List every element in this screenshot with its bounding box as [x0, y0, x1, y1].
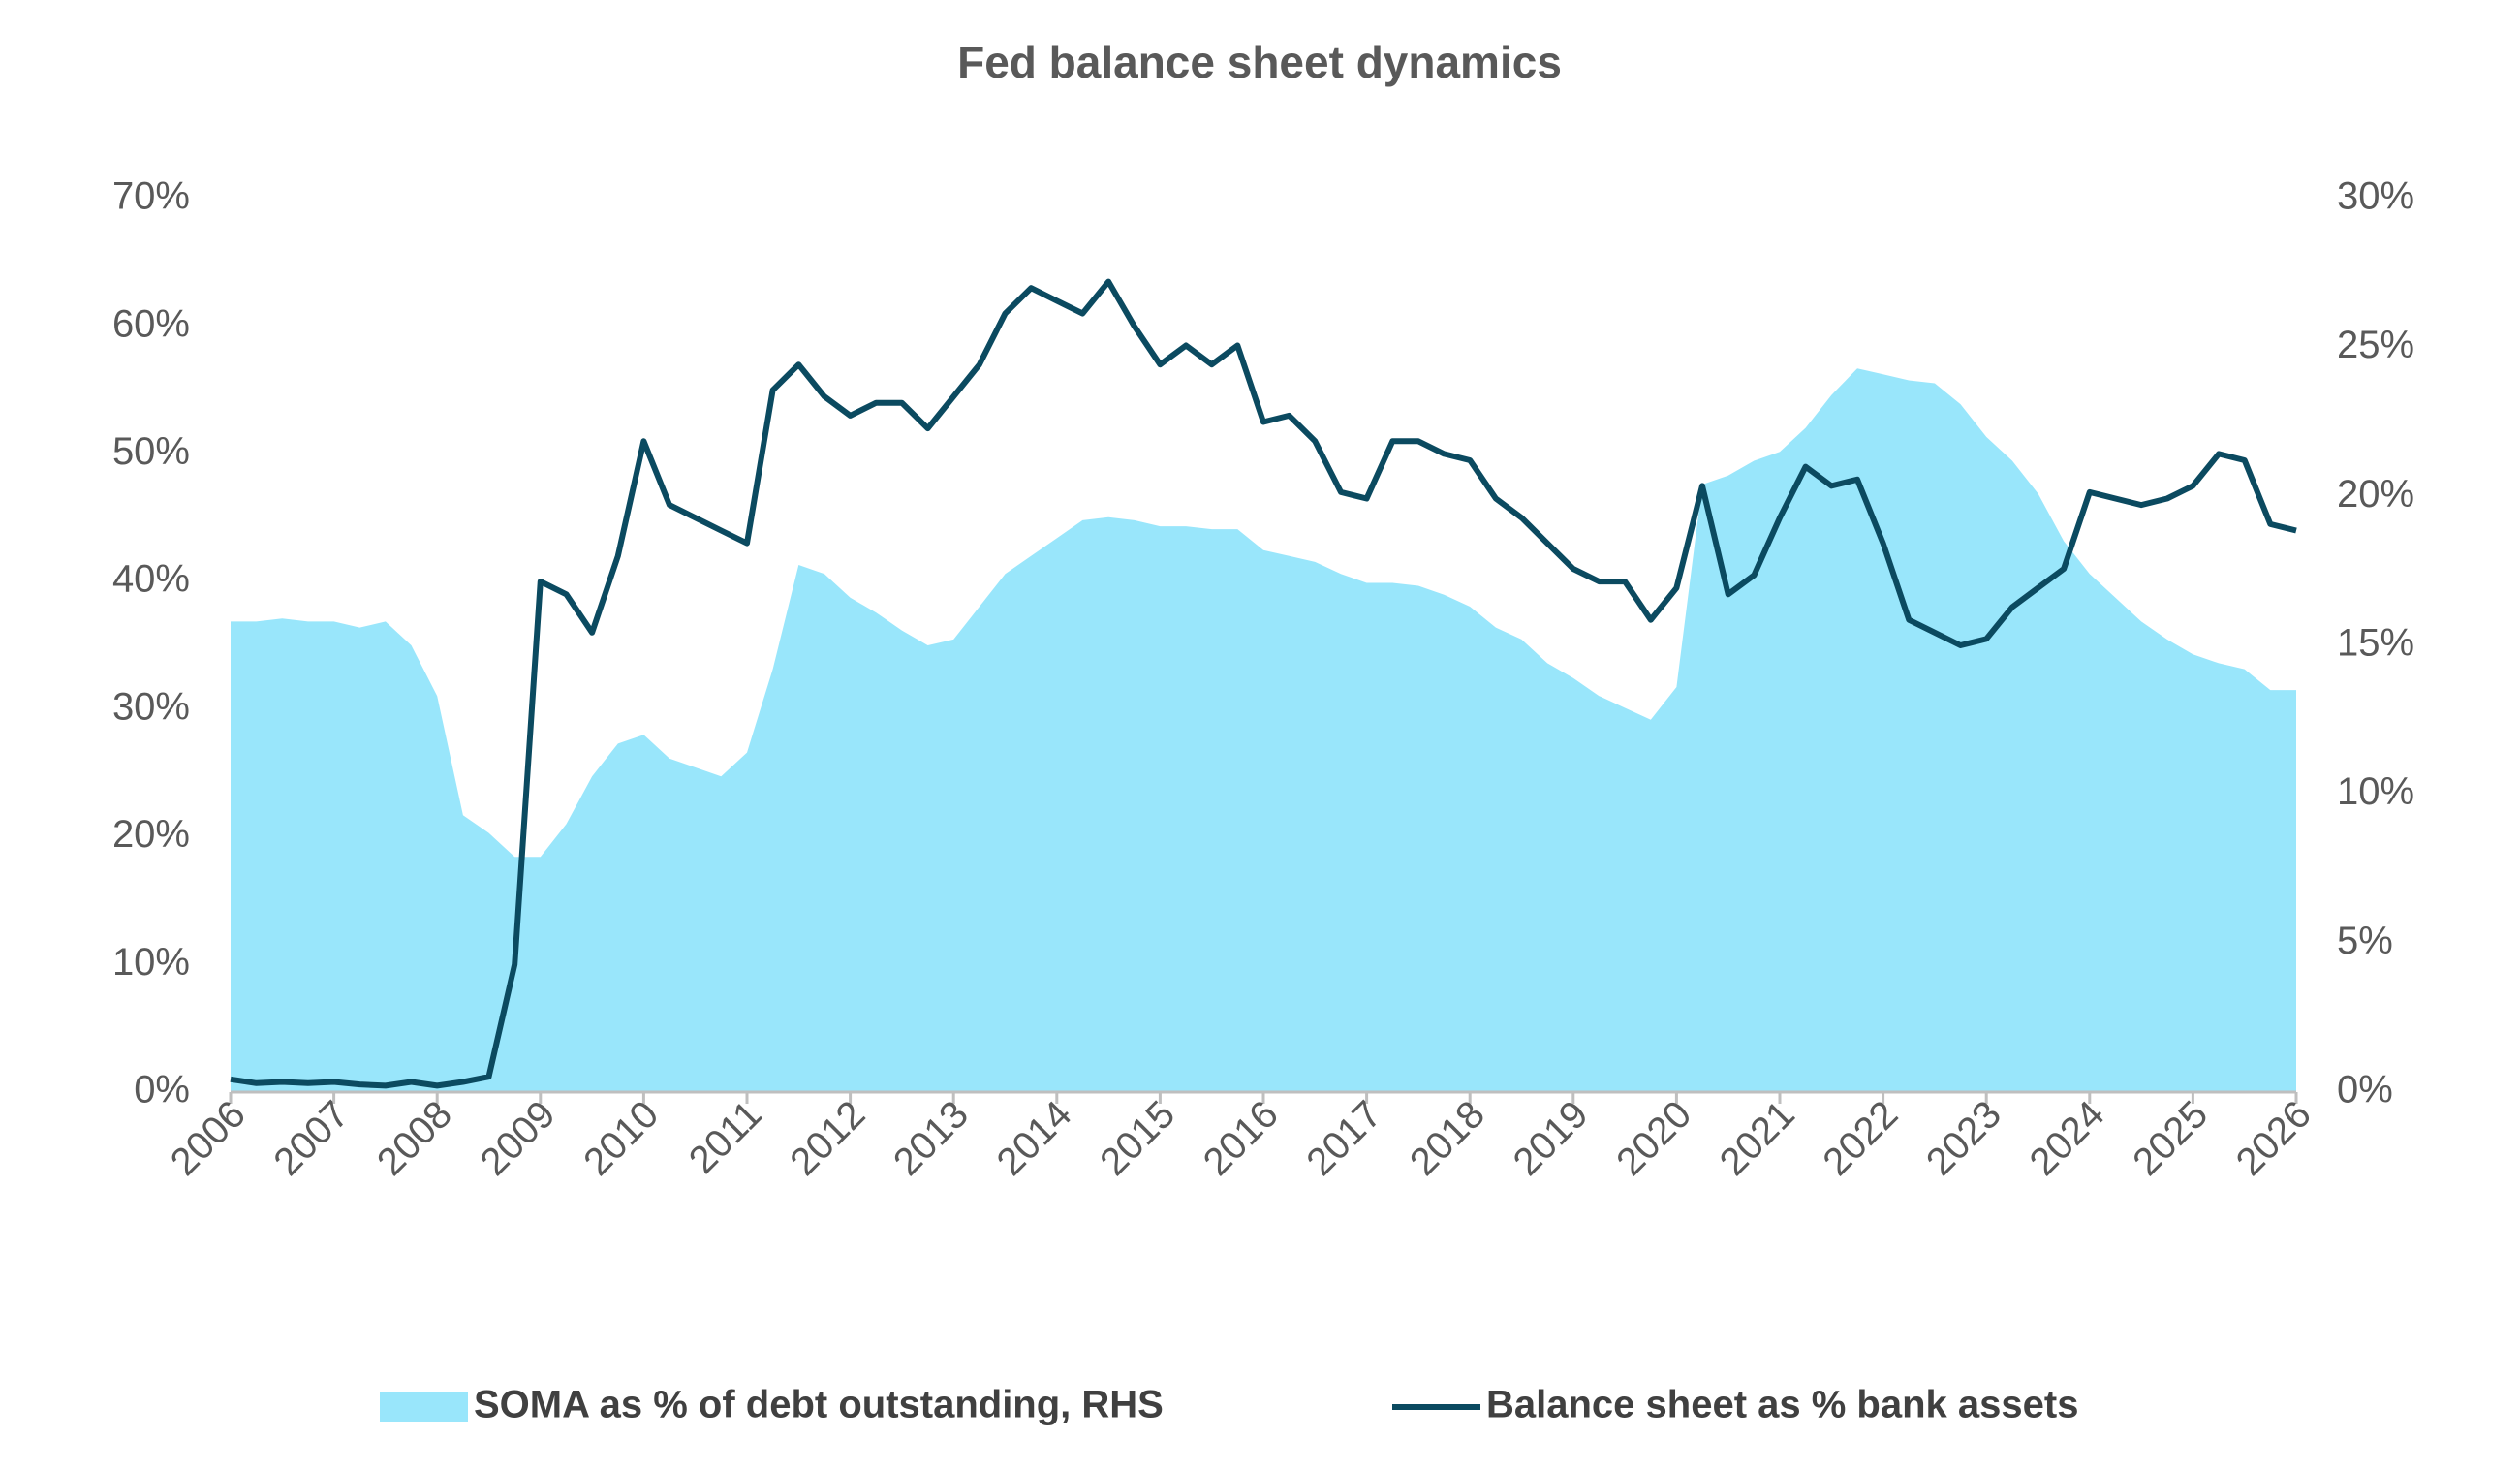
y-tick-label: 10%: [112, 941, 190, 984]
legend-label: SOMA as % of debt outstanding, RHS: [474, 1384, 1164, 1426]
y2-tick-label: 20%: [2337, 473, 2414, 516]
x-tick-label: 2017: [1298, 1093, 1389, 1184]
chart-title: Fed balance sheet dynamics: [957, 37, 1562, 87]
x-tick-label: 2021: [1712, 1093, 1803, 1184]
y-tick-label: 20%: [112, 813, 190, 856]
x-tick-label: 2023: [1918, 1093, 2009, 1184]
y-tick-label: 0%: [134, 1069, 190, 1111]
x-tick-label: 2022: [1815, 1093, 1906, 1184]
x-tick-label: 2013: [886, 1093, 977, 1184]
x-tick-label: 2014: [989, 1093, 1080, 1184]
x-tick-label: 2026: [2228, 1093, 2319, 1184]
x-tick-label: 2024: [2022, 1093, 2113, 1184]
area: [231, 368, 2296, 1092]
plot-area: [230, 278, 2297, 1092]
x-tick-label: 2019: [1506, 1093, 1597, 1184]
y-tick-label: 60%: [112, 302, 190, 345]
y2-tick-label: 10%: [2337, 770, 2414, 813]
x-tick-label: 2011: [681, 1093, 770, 1182]
legend-swatch: [380, 1392, 468, 1422]
x-tick-label: 2015: [1092, 1093, 1183, 1184]
line: [230, 278, 2297, 1089]
x-tick-label: 2025: [2125, 1093, 2216, 1184]
legend-label: Balance sheet as % bank assets: [1486, 1384, 2078, 1426]
x-tick-label: 2020: [1608, 1093, 1699, 1184]
y2-tick-label: 0%: [2337, 1069, 2393, 1111]
y2-tick-label: 5%: [2337, 920, 2393, 962]
x-tick-label: 2010: [576, 1093, 667, 1184]
y-tick-label: 70%: [112, 175, 190, 218]
x-tick-label: 2016: [1196, 1093, 1287, 1184]
x-tick-label: 2009: [473, 1093, 564, 1184]
x-tick-label: 2018: [1402, 1093, 1493, 1184]
legend-item: SOMA as % of debt outstanding, RHS: [380, 1384, 1164, 1426]
y-tick-label: 30%: [112, 685, 190, 728]
x-tick-label: 2008: [369, 1093, 460, 1184]
y2-tick-label: 15%: [2337, 622, 2414, 665]
y2-tick-label: 25%: [2337, 324, 2414, 366]
y2-tick-label: 30%: [2337, 175, 2414, 218]
y-tick-label: 50%: [112, 430, 190, 473]
x-tick-label: 2012: [782, 1093, 873, 1184]
x-tick-label: 2007: [265, 1093, 357, 1184]
y-tick-label: 40%: [112, 558, 190, 601]
legend-item: Balance sheet as % bank assets: [1392, 1384, 2078, 1426]
